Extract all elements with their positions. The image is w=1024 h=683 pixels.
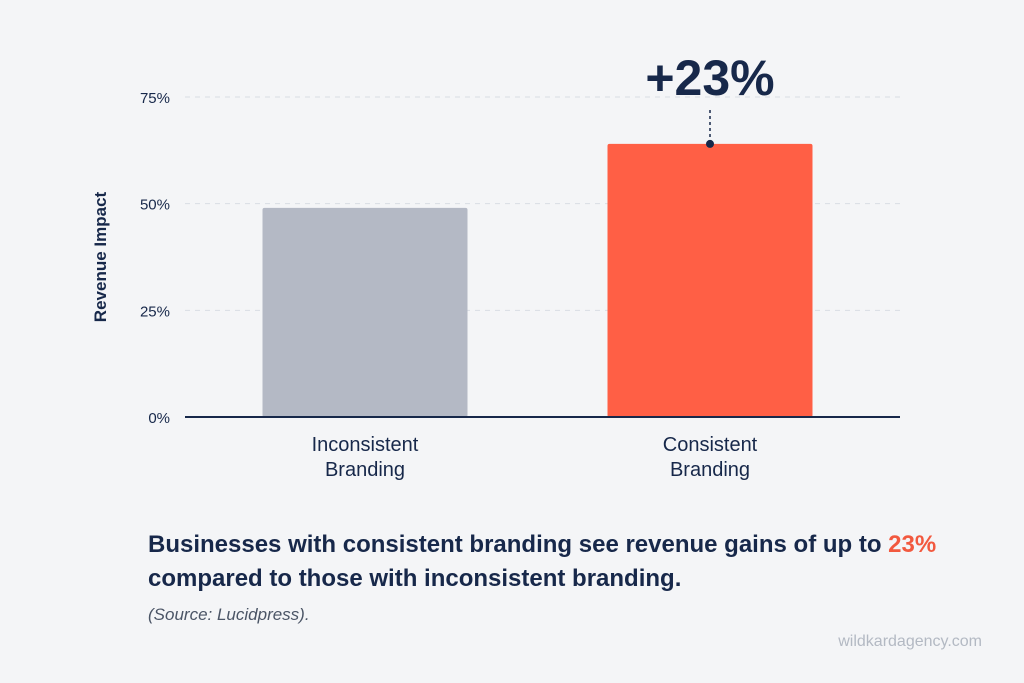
caption-highlight: 23% xyxy=(888,531,937,558)
y-axis-label: Revenue Impact xyxy=(91,191,110,322)
caption-text-start: Businesses with consistent branding see … xyxy=(148,531,889,558)
bar-chart: 0% 25% 50% 75% Revenue Impact Inconsistent Bra… xyxy=(91,50,900,481)
x-tick-label-1-1: Branding xyxy=(670,459,750,481)
caption: Businesses with consistent branding see … xyxy=(148,528,968,596)
y-tick-label-1: 25% xyxy=(140,303,170,320)
x-tick-label-0-1: Branding xyxy=(325,459,405,481)
y-tick-label-0: 0% xyxy=(148,410,170,427)
bar-0 xyxy=(262,207,468,417)
y-tick-label-3: 75% xyxy=(140,90,170,107)
x-tick-label-0-0: Inconsistent xyxy=(312,434,419,456)
annotation-dot xyxy=(706,139,714,148)
annotation-label: +23% xyxy=(645,50,774,106)
x-tick-label-1-0: Consistent xyxy=(663,434,758,456)
source-note: (Source: Lucidpress). xyxy=(148,605,310,624)
caption-text-end: compared to those with inconsistent bran… xyxy=(148,565,682,592)
bar-1 xyxy=(607,143,813,417)
y-tick-label-2: 50% xyxy=(140,197,170,214)
footer-url: wildkardagency.com xyxy=(838,633,982,650)
